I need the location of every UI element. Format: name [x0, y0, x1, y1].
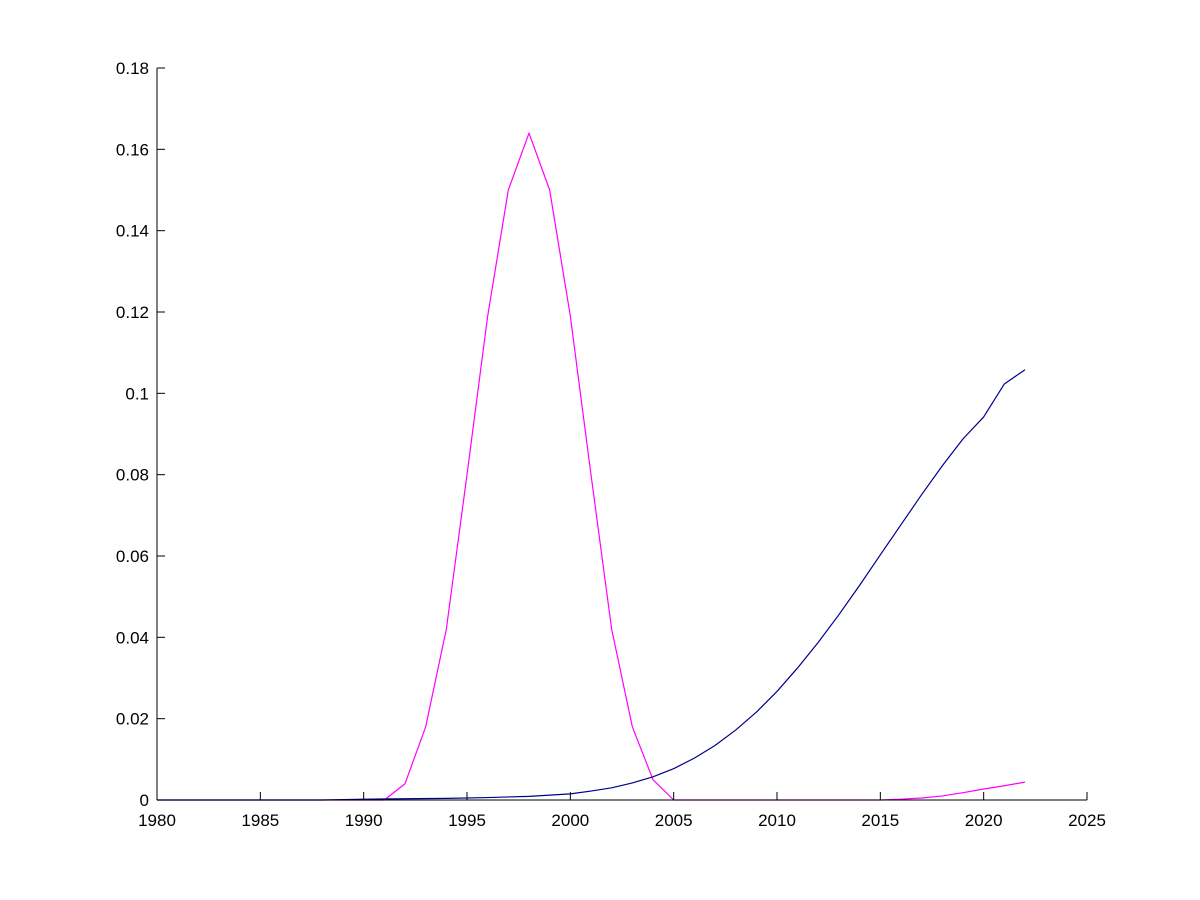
y-tick-label: 0: [140, 791, 149, 810]
series-line-1: [157, 132, 1026, 801]
y-tick-label: 0.08: [116, 466, 149, 485]
y-tick-label: 0.14: [116, 222, 149, 241]
x-tick-label: 2015: [861, 811, 899, 830]
y-tick-label: 0.02: [116, 710, 149, 729]
x-tick-label: 1985: [241, 811, 279, 830]
x-tick-label: 2010: [758, 811, 796, 830]
y-tick-label: 0.06: [116, 547, 149, 566]
x-tick-label: 1980: [138, 811, 176, 830]
x-tick-label: 2020: [965, 811, 1003, 830]
x-tick-label: 1990: [345, 811, 383, 830]
x-tick-label: 1995: [448, 811, 486, 830]
y-tick-label: 0.1: [125, 384, 149, 403]
y-axis-ticks: 0 0.02 0.04 0.06 0.08 0.1 0.12 0.14 0.16 0.18: [116, 59, 165, 810]
series-line-2: [157, 369, 1026, 801]
y-tick-label: 0.04: [116, 628, 149, 647]
x-tick-label: 2000: [551, 811, 589, 830]
x-axis-ticks: 1980 1985 1990 1995 2000 2005 2010 2015 2020 2025: [138, 792, 1106, 830]
y-tick-label: 0.18: [116, 59, 149, 78]
x-tick-label: 2025: [1068, 811, 1106, 830]
y-tick-label: 0.12: [116, 303, 149, 322]
series-layer: [157, 132, 1026, 801]
y-tick-label: 0.16: [116, 140, 149, 159]
x-tick-label: 2005: [655, 811, 693, 830]
